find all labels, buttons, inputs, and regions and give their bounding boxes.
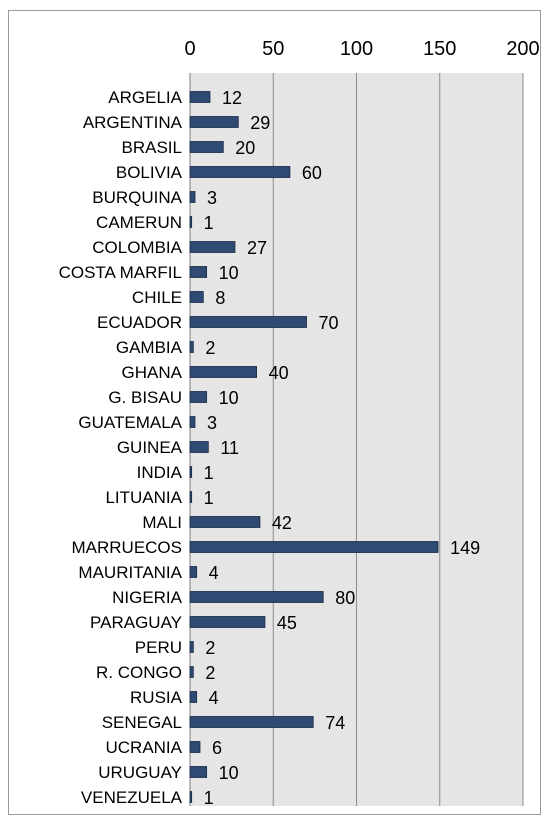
bar [189,216,193,228]
category-label: BOLIVIA [116,163,183,182]
category-label: R. CONGO [96,663,182,682]
x-tick-label: 200 [506,38,539,60]
data-label: 1 [204,488,214,508]
category-label: URUGUAY [98,763,182,782]
category-label: MARRUECOS [71,538,182,557]
data-label: 45 [277,613,297,633]
data-label: 10 [219,763,239,783]
bar [189,491,193,503]
category-label: COSTA MARFIL [59,263,182,282]
category-label: INDIA [137,463,183,482]
data-label: 8 [215,288,225,308]
x-tick-label: 50 [262,38,284,60]
bar [189,241,236,253]
data-label: 6 [212,738,222,758]
bar [189,391,208,403]
bar [189,766,208,778]
bar [189,266,208,278]
data-label: 40 [269,363,289,383]
data-label: 4 [209,563,219,583]
category-label: MAURITANIA [78,563,182,582]
bar [189,641,194,653]
bar [189,666,194,678]
data-label: 10 [219,388,239,408]
bar [189,416,196,428]
bar [189,541,439,553]
bar [189,116,239,128]
x-tick-label: 100 [340,38,373,60]
category-label: UCRANIA [105,738,182,757]
data-label: 27 [247,238,267,258]
x-tick-label: 0 [184,38,195,60]
data-label: 3 [207,188,217,208]
category-label: VENEZUELA [81,788,183,807]
data-label: 80 [335,588,355,608]
category-label: COLOMBIA [92,238,182,257]
category-label: RUSIA [130,688,183,707]
bar [189,341,194,353]
data-label: 20 [235,138,255,158]
data-label: 1 [204,788,214,808]
data-label: 70 [319,313,339,333]
data-label: 149 [450,538,480,558]
bar [189,616,266,628]
bar [189,741,201,753]
bar [189,316,307,328]
bar [189,566,198,578]
bar [189,141,224,153]
data-label: 1 [204,213,214,233]
category-label: CHILE [132,288,182,307]
data-label: 2 [205,663,215,683]
bar [189,691,198,703]
bar [189,516,261,528]
data-label: 29 [250,113,270,133]
data-label: 2 [205,338,215,358]
bar [189,191,196,203]
category-label: PERU [135,638,182,657]
data-label: 1 [204,463,214,483]
bar [189,366,257,378]
chart-frame: 0 50 100 150 200 ARGELIA 12 ARGENTINA 29 BRASIL 20… [8,10,541,815]
bar [189,441,209,453]
category-label: CAMERUN [96,213,182,232]
bar [189,466,193,478]
category-label: PARAGUAY [90,613,182,632]
data-label: 60 [302,163,322,183]
x-tick-label: 150 [423,38,456,60]
bar [189,291,204,303]
data-label: 42 [272,513,292,533]
category-label: GAMBIA [116,338,183,357]
data-label: 11 [220,438,239,458]
category-label: MALI [142,513,182,532]
category-label: BRASIL [122,138,182,157]
bar [189,591,324,603]
data-label: 74 [325,713,345,733]
category-label: NIGERIA [112,588,183,607]
data-label: 4 [209,688,219,708]
category-label: ECUADOR [97,313,182,332]
category-label: GHANA [122,363,183,382]
category-label: ARGELIA [108,88,182,107]
bar [189,716,314,728]
data-label: 12 [222,88,242,108]
bar [189,166,291,178]
category-label: G. BISAU [108,388,182,407]
category-label: GUINEA [117,438,183,457]
category-label: BURQUINA [92,188,182,207]
bar [189,791,193,803]
data-label: 2 [205,638,215,658]
data-label: 3 [207,413,217,433]
category-label: GUATEMALA [78,413,182,432]
data-label: 10 [219,263,239,283]
category-label: ARGENTINA [83,113,183,132]
category-label: LITUANIA [105,488,182,507]
bar [189,91,211,103]
category-label: SENEGAL [102,713,182,732]
